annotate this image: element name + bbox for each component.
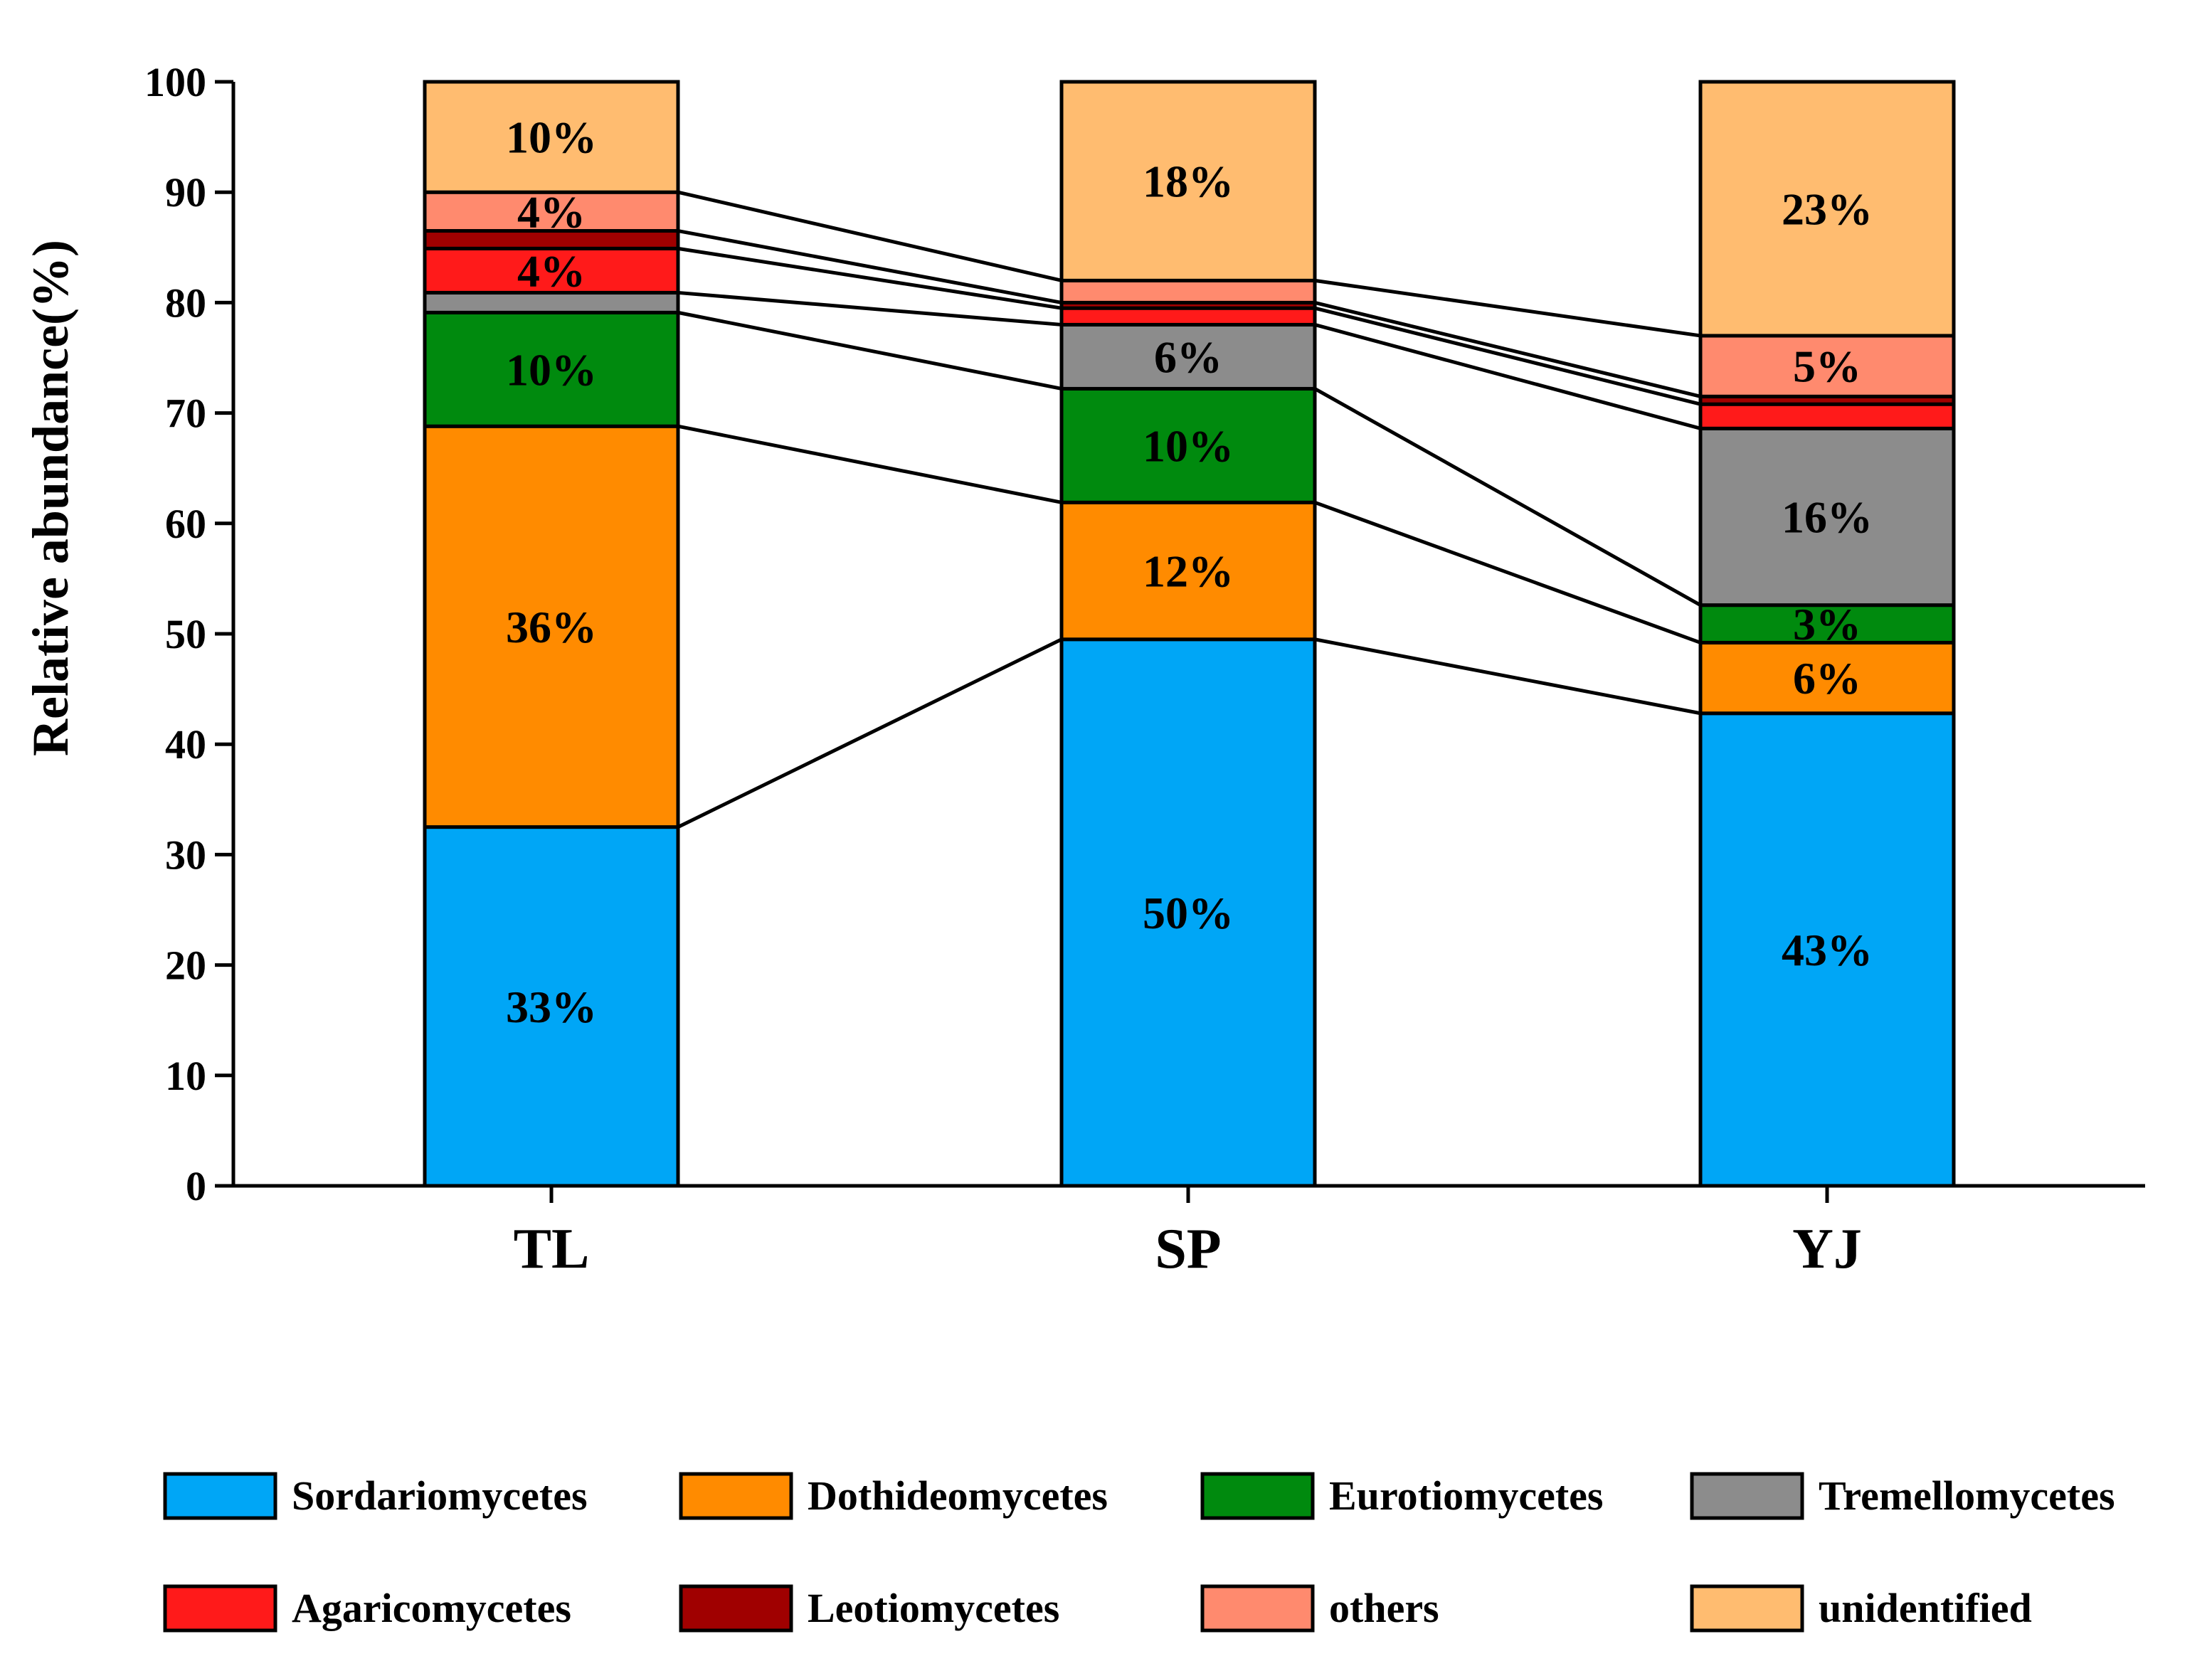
y-tick-label: 40 [165,721,206,768]
bar-sordariomycetes-tl [423,825,680,1188]
legend-label-sordariomycetes: Sordariomycetes [292,1473,588,1519]
data-label-eurotiomycetes-yj: 3% [1793,599,1861,649]
bar-eurotiomycetes-sp [1059,386,1317,504]
bar-dothideomycetes-tl [423,424,680,829]
data-label-sordariomycetes-yj: 43% [1782,925,1873,975]
connector-line [1314,306,1701,406]
data-label-tremellomycetes-sp: 6% [1154,331,1222,382]
data-label-tremellomycetes-yj: 16% [1782,492,1873,542]
connector-line [677,190,1062,282]
legend-label-leotiomycetes: Leotiomycetes [808,1585,1059,1631]
legend-label-tremellomycetes: Tremellomycetes [1819,1473,2115,1519]
legend-swatch-tremellomycetes [1690,1472,1804,1520]
data-label-dothideomycetes-tl: 36% [506,602,597,652]
data-label-others-yj: 5% [1793,341,1861,392]
bar-eurotiomycetes-tl [423,310,680,428]
bar-sordariomycetes-yj [1698,711,1956,1188]
connector-line [1314,323,1701,430]
connector-line [1314,278,1701,338]
connector-line [677,310,1062,391]
x-tick-label: TL [514,1218,590,1280]
y-axis-title: Relative abundance(%) [22,240,79,756]
legend-swatch-unidentified [1690,1584,1804,1633]
bar-unidentified-sp [1059,80,1317,282]
bars-group [423,80,1956,1188]
data-label-unidentified-sp: 18% [1143,156,1234,207]
legend-label-dothideomycetes: Dothideomycetes [808,1473,1108,1519]
data-labels-group: 33%50%43%36%12%6%10%10%3%6%16%4%4%5%10%1… [506,112,1873,1032]
bar-sordariomycetes-sp [1059,637,1317,1188]
data-label-agaricomycetes-tl: 4% [517,245,586,296]
bar-eurotiomycetes-yj [1698,603,1956,644]
y-tick-label: 100 [144,59,206,105]
legend-swatch-dothideomycetes [679,1472,793,1520]
legend-swatch-eurotiomycetes [1200,1472,1315,1520]
bar-dothideomycetes-sp [1059,500,1317,642]
x-tick-label: YJ [1792,1218,1862,1280]
legend-label-unidentified: unidentified [1819,1585,2032,1631]
bar-unidentified-tl [423,80,680,194]
legend-swatch-agaricomycetes [163,1584,277,1633]
y-tick-label: 80 [165,280,206,326]
bar-agaricomycetes-tl [423,246,680,295]
connector-line [677,246,1062,310]
data-label-eurotiomycetes-tl: 10% [506,344,597,395]
legend-label-eurotiomycetes: Eurotiomycetes [1329,1473,1604,1519]
y-tick-label: 10 [165,1053,206,1099]
legend: Sordariomycetes Dothideomycetes Eurotiomyc… [163,1472,2115,1633]
bar-tremellomycetes-tl [423,290,680,314]
connector-line [677,229,1062,304]
y-tick-label: 50 [165,611,206,657]
legend-label-others: others [1329,1585,1439,1631]
bar-dothideomycetes-yj [1698,640,1956,716]
data-label-dothideomycetes-sp: 12% [1143,546,1234,597]
connector-line [1314,637,1701,716]
legend-swatch-leotiomycetes [679,1584,793,1633]
bar-agaricomycetes-yj [1698,402,1956,430]
data-label-sordariomycetes-sp: 50% [1143,888,1234,938]
connector-line [677,290,1062,327]
legend-swatch-others [1200,1584,1315,1633]
legend-swatch-sordariomycetes [163,1472,277,1520]
data-label-unidentified-tl: 10% [506,112,597,163]
bar-leotiomycetes-tl [423,229,680,250]
bar-unidentified-yj [1698,80,1956,338]
connector-line [677,637,1063,829]
data-label-dothideomycetes-yj: 6% [1793,653,1861,704]
connector-line [1314,300,1701,398]
y-tick-label: 20 [165,943,206,989]
y-tick-label: 90 [165,169,206,216]
y-tick-label: 0 [186,1163,206,1209]
data-label-unidentified-yj: 23% [1782,184,1873,234]
x-tick-label: SP [1155,1218,1221,1280]
data-label-sordariomycetes-tl: 33% [506,982,597,1032]
legend-label-agaricomycetes: Agaricomycetes [292,1585,571,1631]
data-label-eurotiomycetes-sp: 10% [1143,420,1234,471]
y-tick-label: 70 [165,391,206,437]
bar-agaricomycetes-sp [1059,306,1317,327]
connector-line [1313,387,1702,607]
y-tick-label: 30 [165,832,206,878]
bar-others-yj [1698,334,1956,398]
data-label-others-tl: 4% [517,186,586,237]
connector-line [1314,500,1701,644]
y-tick-label: 60 [165,501,206,547]
connector-line [677,424,1062,504]
connector-lines [677,190,1702,829]
bar-others-tl [423,190,680,233]
bar-others-sp [1059,278,1317,304]
